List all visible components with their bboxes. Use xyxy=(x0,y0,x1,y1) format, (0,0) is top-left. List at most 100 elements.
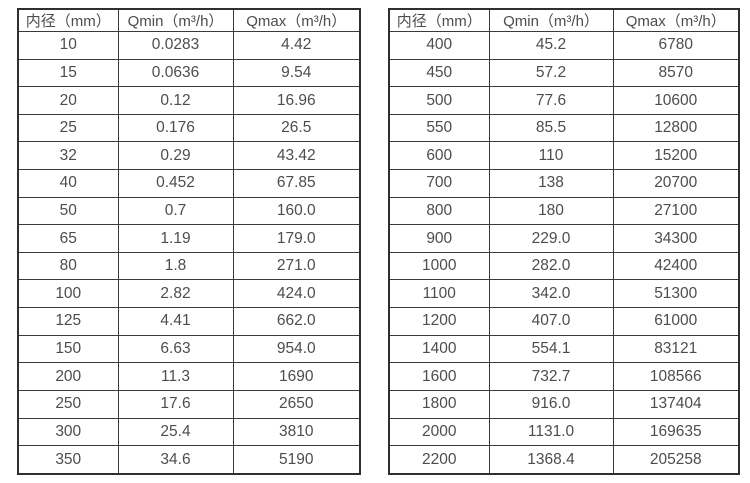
cell-qmin: 180 xyxy=(488,196,614,226)
table-row: 32 0.29 43.42 xyxy=(17,141,361,171)
cell-qmin: 4.41 xyxy=(117,307,234,336)
table-row: 600 110 15200 xyxy=(388,141,740,171)
cell-qmax: 61000 xyxy=(612,307,740,336)
cell-qmin: 6.63 xyxy=(117,334,234,364)
table-row: 1600 732.7 108566 xyxy=(388,362,740,391)
cell-qmax: 169635 xyxy=(612,417,740,447)
cell-diameter: 250 xyxy=(17,389,119,419)
col-header-qmax: Qmax（m³/h） xyxy=(612,8,740,32)
cell-qmin: 110 xyxy=(488,141,614,171)
cell-diameter: 2000 xyxy=(388,417,490,447)
cell-qmax: 5190 xyxy=(232,445,361,475)
cell-qmin: 229.0 xyxy=(488,224,614,253)
cell-diameter: 50 xyxy=(17,196,119,226)
cell-diameter: 20 xyxy=(17,86,119,115)
table-row: 900 229.0 34300 xyxy=(388,224,740,253)
cell-diameter: 40 xyxy=(17,169,119,198)
cell-qmin: 0.0636 xyxy=(117,58,234,88)
cell-diameter: 65 xyxy=(17,224,119,253)
cell-qmin: 138 xyxy=(488,169,614,198)
cell-qmax: 137404 xyxy=(612,389,740,419)
table-row: 800 180 27100 xyxy=(388,196,740,226)
table-row: 450 57.2 8570 xyxy=(388,58,740,88)
table-row: 65 1.19 179.0 xyxy=(17,224,361,253)
table-header-row: 内径（mm） Qmin（m³/h） Qmax（m³/h） xyxy=(17,8,361,32)
cell-diameter: 25 xyxy=(17,113,119,143)
cell-qmax: 205258 xyxy=(612,445,740,475)
cell-diameter: 2200 xyxy=(388,445,490,475)
cell-qmin: 17.6 xyxy=(117,389,234,419)
col-header-qmin: Qmin（m³/h） xyxy=(488,8,614,32)
cell-qmax: 10600 xyxy=(612,86,740,115)
cell-qmin: 0.176 xyxy=(117,113,234,143)
cell-diameter: 100 xyxy=(17,279,119,309)
cell-qmax: 20700 xyxy=(612,169,740,198)
cell-diameter: 400 xyxy=(388,31,490,60)
table-row: 250 17.6 2650 xyxy=(17,389,361,419)
cell-diameter: 500 xyxy=(388,86,490,115)
cell-qmin: 2.82 xyxy=(117,279,234,309)
cell-qmax: 662.0 xyxy=(232,307,361,336)
cell-diameter: 80 xyxy=(17,251,119,281)
cell-qmax: 43.42 xyxy=(232,141,361,171)
cell-diameter: 1200 xyxy=(388,307,490,336)
cell-diameter: 700 xyxy=(388,169,490,198)
cell-qmin: 45.2 xyxy=(488,31,614,60)
cell-qmax: 9.54 xyxy=(232,58,361,88)
cell-diameter: 550 xyxy=(388,113,490,143)
cell-qmax: 51300 xyxy=(612,279,740,309)
table-row: 1100 342.0 51300 xyxy=(388,279,740,309)
cell-diameter: 300 xyxy=(17,417,119,447)
cell-diameter: 32 xyxy=(17,141,119,171)
cell-diameter: 450 xyxy=(388,58,490,88)
table-row: 1200 407.0 61000 xyxy=(388,307,740,336)
table-row: 100 2.82 424.0 xyxy=(17,279,361,309)
cell-qmin: 11.3 xyxy=(117,362,234,391)
table-row: 40 0.452 67.85 xyxy=(17,169,361,198)
cell-qmin: 0.0283 xyxy=(117,31,234,60)
cell-qmax: 27100 xyxy=(612,196,740,226)
cell-qmin: 1.19 xyxy=(117,224,234,253)
cell-qmax: 15200 xyxy=(612,141,740,171)
cell-qmax: 12800 xyxy=(612,113,740,143)
cell-qmin: 342.0 xyxy=(488,279,614,309)
table-row: 700 138 20700 xyxy=(388,169,740,198)
table-row: 1800 916.0 137404 xyxy=(388,389,740,419)
cell-diameter: 15 xyxy=(17,58,119,88)
table-row: 1000 282.0 42400 xyxy=(388,251,740,281)
table-row: 500 77.6 10600 xyxy=(388,86,740,115)
table-row: 15 0.0636 9.54 xyxy=(17,58,361,88)
cell-diameter: 800 xyxy=(388,196,490,226)
table-row: 2000 1131.0 169635 xyxy=(388,417,740,447)
cell-diameter: 900 xyxy=(388,224,490,253)
table-row: 20 0.12 16.96 xyxy=(17,86,361,115)
cell-qmax: 4.42 xyxy=(232,31,361,60)
cell-diameter: 150 xyxy=(17,334,119,364)
table-header-row: 内径（mm） Qmin（m³/h） Qmax（m³/h） xyxy=(388,8,740,32)
cell-qmax: 424.0 xyxy=(232,279,361,309)
col-header-diameter: 内径（mm） xyxy=(388,8,490,32)
table-row: 2200 1368.4 205258 xyxy=(388,445,740,475)
cell-qmax: 26.5 xyxy=(232,113,361,143)
cell-qmax: 179.0 xyxy=(232,224,361,253)
table-row: 50 0.7 160.0 xyxy=(17,196,361,226)
col-header-qmax: Qmax（m³/h） xyxy=(232,8,361,32)
table-row: 80 1.8 271.0 xyxy=(17,251,361,281)
cell-qmin: 77.6 xyxy=(488,86,614,115)
cell-qmax: 1690 xyxy=(232,362,361,391)
cell-diameter: 350 xyxy=(17,445,119,475)
cell-qmax: 3810 xyxy=(232,417,361,447)
cell-diameter: 1400 xyxy=(388,334,490,364)
table-body: 10 0.0283 4.42 15 0.0636 9.54 20 0.12 16.96 25 0.1… xyxy=(17,31,361,475)
flow-spec-table-small-diameters: 内径（mm） Qmin（m³/h） Qmax（m³/h） 10 0.0283 4.42 1… xyxy=(17,8,361,475)
cell-qmax: 34300 xyxy=(612,224,740,253)
cell-qmin: 34.6 xyxy=(117,445,234,475)
cell-qmax: 83121 xyxy=(612,334,740,364)
table-header-row: 内径（mm） Qmin（m³/h） Qmax（m³/h） xyxy=(388,8,740,32)
cell-qmax: 16.96 xyxy=(232,86,361,115)
table-row: 550 85.5 12800 xyxy=(388,113,740,143)
cell-qmax: 67.85 xyxy=(232,169,361,198)
table-row: 150 6.63 954.0 xyxy=(17,334,361,364)
cell-qmin: 554.1 xyxy=(488,334,614,364)
